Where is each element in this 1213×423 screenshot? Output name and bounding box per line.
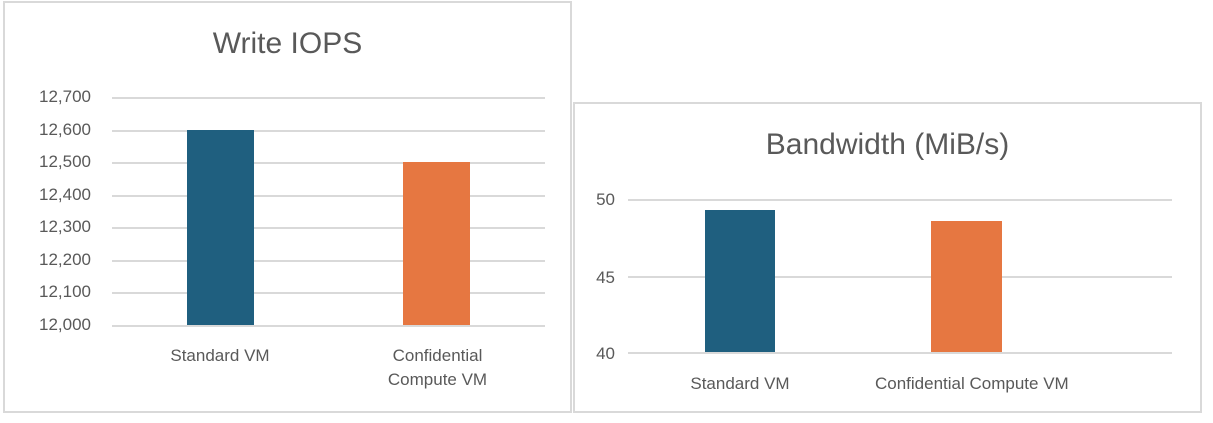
y-tick: 12,600 (39, 120, 91, 139)
gridline (628, 352, 1172, 354)
y-tick: 12,400 (39, 185, 91, 204)
gridline (112, 162, 545, 164)
write-iops-chart: Write IOPS 12,700 12,600 12,500 12,400 1… (3, 1, 572, 413)
y-tick: 50 (596, 190, 615, 209)
gridline (112, 227, 545, 229)
gridline (112, 292, 545, 294)
y-tick: 40 (596, 344, 615, 363)
bar-standard-vm (187, 130, 254, 325)
gridline (112, 97, 545, 99)
y-tick: 12,500 (39, 152, 91, 171)
y-tick: 12,000 (39, 315, 91, 334)
bar-confidential-compute-vm (931, 221, 1002, 352)
x-label-confidential-compute-vm: Confidential Compute VM (875, 374, 1069, 393)
gridline (112, 325, 545, 327)
bar-standard-vm (705, 210, 775, 352)
chart-title: Write IOPS (212, 27, 363, 60)
chart-title: Bandwidth (MiB/s) (765, 128, 1010, 161)
x-label-standard-vm: Standard VM (170, 346, 270, 365)
gridline (628, 199, 1172, 201)
y-tick: 12,700 (39, 87, 91, 106)
y-tick: 45 (596, 268, 615, 287)
gridline (628, 276, 1172, 278)
gridline (112, 195, 545, 197)
y-tick: 12,300 (39, 217, 91, 236)
bar-confidential-compute-vm (403, 162, 470, 325)
gridline (112, 130, 545, 132)
y-tick: 12,200 (39, 250, 91, 269)
y-tick: 12,100 (39, 282, 91, 301)
bandwidth-chart: Bandwidth (MiB/s) 50 45 40 Standard VM C… (573, 102, 1202, 413)
gridline (112, 260, 545, 262)
x-label-standard-vm: Standard VM (690, 374, 790, 393)
x-label-confidential-compute-vm: Confidential Compute VM (387, 346, 488, 389)
